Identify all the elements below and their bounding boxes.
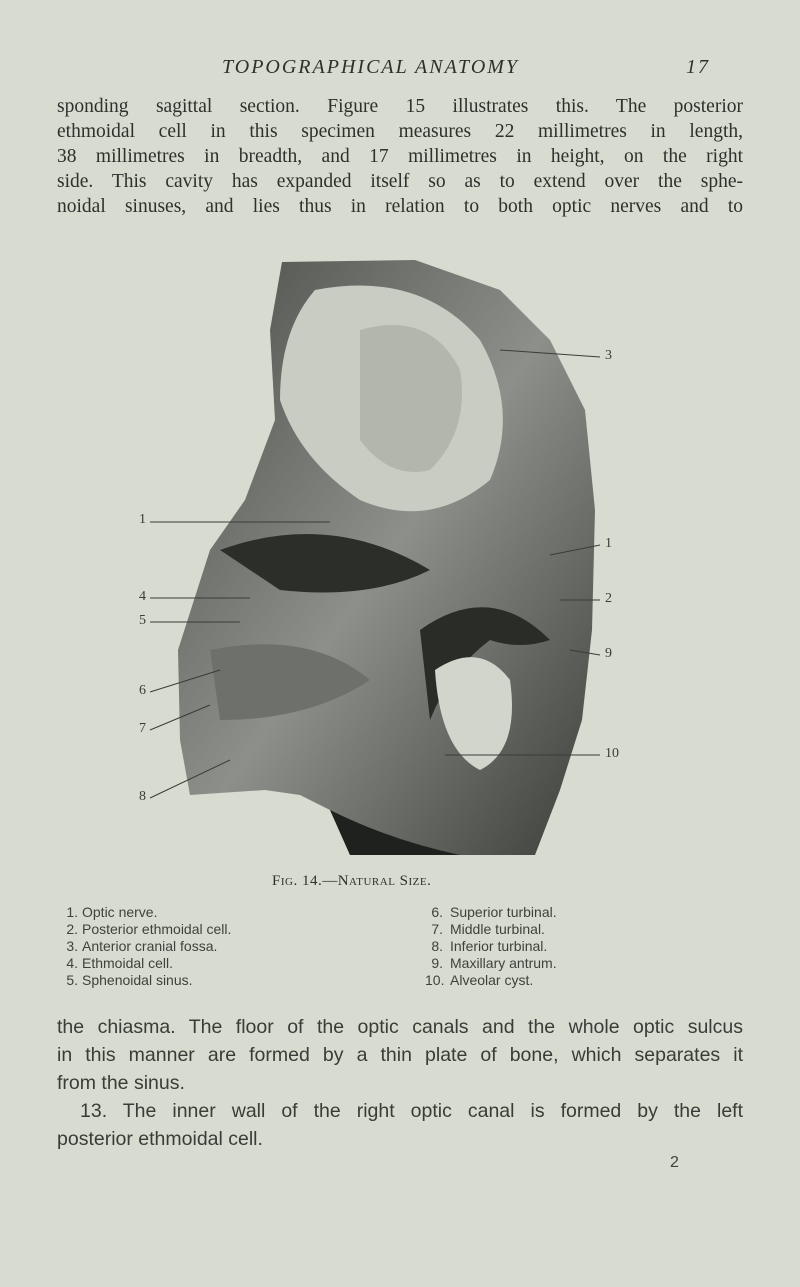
figure-label: 8 [139, 789, 146, 804]
legend-number: 5. [66, 972, 78, 988]
legend-number: 7. [431, 921, 443, 937]
text-line: 13. The inner wall of the right optic ca… [80, 1100, 743, 1122]
text-line: ethmoidal cell in this specimen measures… [57, 121, 743, 142]
figure-label: 1 [605, 536, 612, 551]
legend-number: 4. [66, 955, 78, 971]
legend-text: Superior turbinal. [450, 904, 557, 920]
legend-text: Anterior cranial fossa. [82, 938, 218, 954]
figure-label: 7 [139, 721, 146, 736]
text-line: the chiasma. The floor of the optic cana… [57, 1016, 743, 1038]
legend-text: Optic nerve. [82, 904, 158, 920]
figure-image [149, 260, 601, 855]
text-line: from the sinus. [57, 1072, 185, 1094]
figure-label: 2 [605, 591, 612, 606]
text-line: 38 millimetres in breadth, and 17 millim… [57, 146, 743, 167]
legend-number: 1. [66, 904, 78, 920]
text-line: side. This cavity has expanded itself so… [57, 171, 743, 192]
text-line: sponding sagittal section. Figure 15 ill… [57, 96, 743, 117]
figure-label: 3 [605, 348, 612, 363]
figure-label: 4 [139, 589, 146, 604]
legend-text: Middle turbinal. [450, 921, 545, 937]
legend-number: 3. [66, 938, 78, 954]
figure-caption: Fig. 14.—Natural Size. [272, 873, 432, 889]
text-line: posterior ethmoidal cell. [57, 1128, 263, 1150]
legend-number: 10. [425, 972, 445, 988]
figure-label: 1 [139, 512, 146, 527]
legend-number: 2. [66, 921, 78, 937]
page-number: 17 [686, 56, 710, 78]
legend-text: Maxillary antrum. [450, 955, 557, 971]
legend-number: 6. [431, 904, 443, 920]
legend-number: 9. [431, 955, 443, 971]
legend-number: 8. [431, 938, 443, 954]
legend-text: Alveolar cyst. [450, 972, 534, 988]
text-line: in this manner are formed by a thin plat… [57, 1044, 743, 1066]
figure-label: 9 [605, 646, 612, 661]
legend-text: Inferior turbinal. [450, 938, 548, 954]
figure-label: 5 [139, 613, 146, 628]
figure-label: 6 [139, 683, 146, 698]
figure-label: 10 [605, 746, 619, 761]
signature-mark: 2 [670, 1154, 679, 1171]
legend-text: Sphenoidal sinus. [82, 972, 193, 988]
legend-text: Posterior ethmoidal cell. [82, 921, 232, 937]
legend-text: Ethmoidal cell. [82, 955, 174, 971]
running-title: TOPOGRAPHICAL ANATOMY [222, 56, 520, 78]
text-line: noidal sinuses, and lies thus in relatio… [57, 196, 743, 217]
